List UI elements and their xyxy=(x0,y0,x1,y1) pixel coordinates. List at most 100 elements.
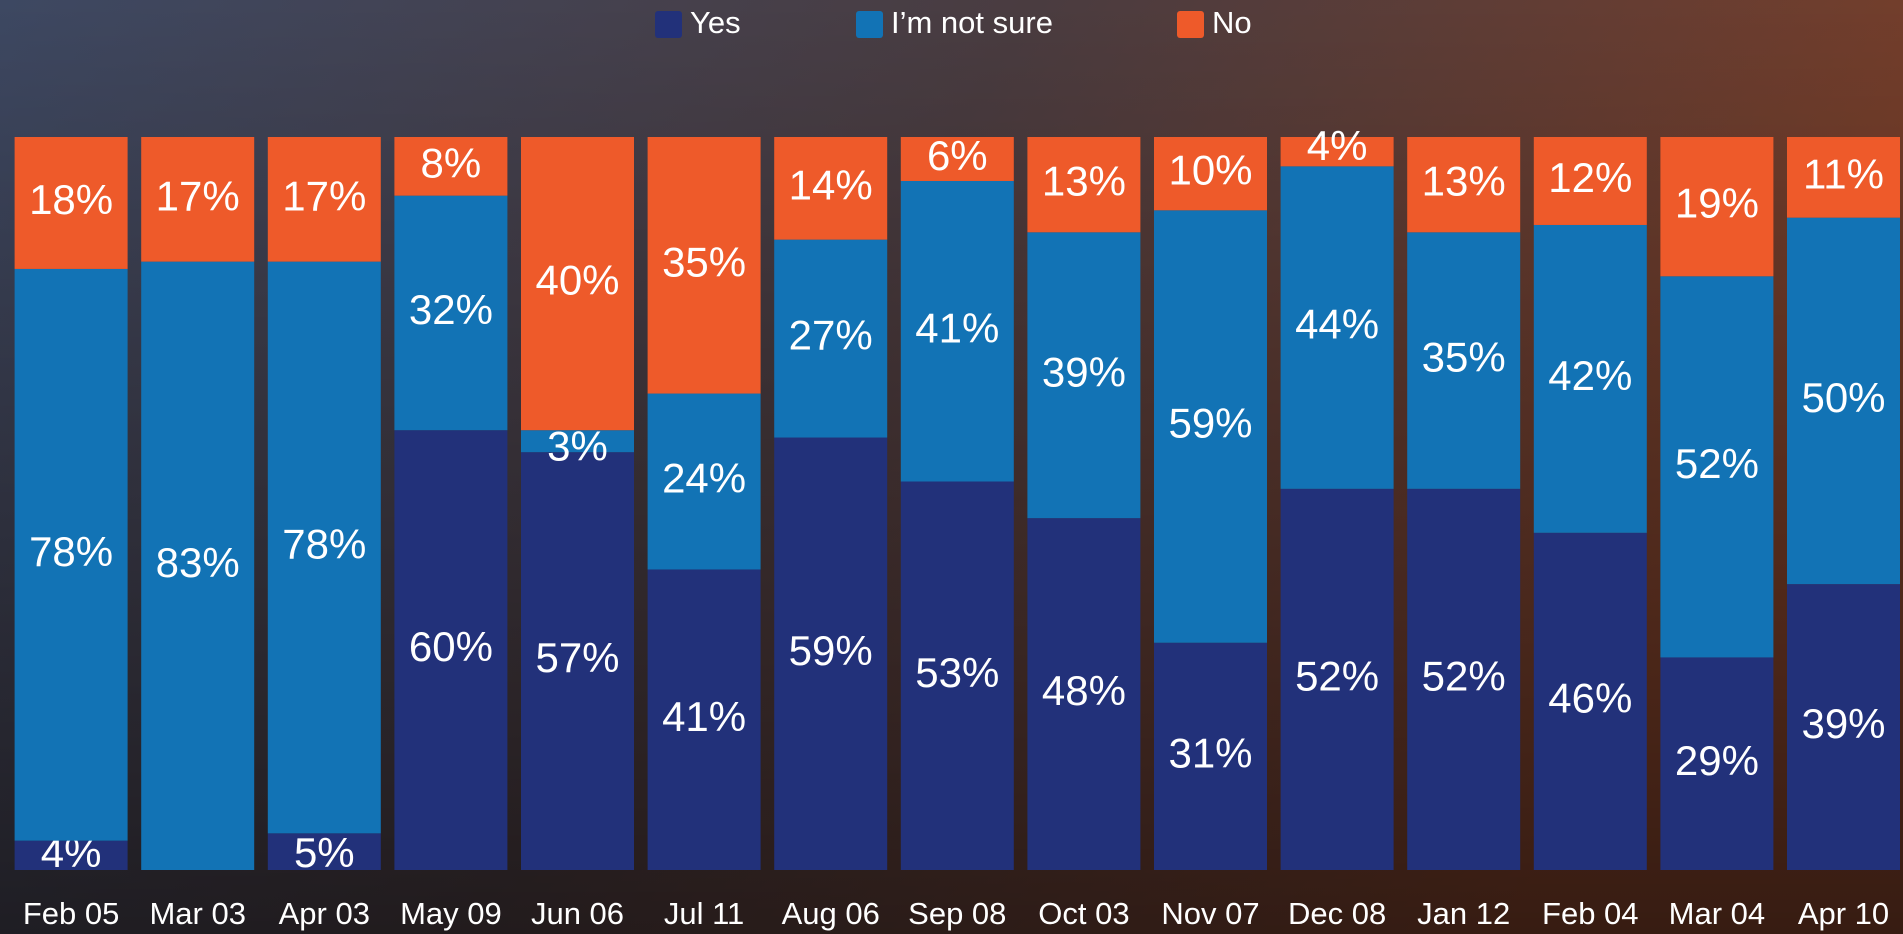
value-label: 4% xyxy=(1307,122,1368,169)
value-label: 52% xyxy=(1295,653,1379,700)
bar-segment xyxy=(1533,137,1647,225)
value-label: 78% xyxy=(29,528,113,575)
value-label: 52% xyxy=(1422,653,1506,700)
value-label: 17% xyxy=(156,172,240,219)
value-label: 52% xyxy=(1675,440,1759,487)
legend-swatch xyxy=(856,11,883,38)
bar-segment xyxy=(521,430,634,453)
bar-segment xyxy=(267,137,381,262)
bar-segment xyxy=(774,239,888,438)
value-label: 18% xyxy=(29,176,113,223)
bar-segment xyxy=(900,137,1014,181)
bar-segment xyxy=(267,833,381,870)
x-tick-label: Apr 10 xyxy=(1798,896,1889,931)
bar-segment xyxy=(1154,642,1267,870)
value-label: 35% xyxy=(1422,334,1506,381)
value-label: 31% xyxy=(1168,729,1252,776)
legend-label: Yes xyxy=(690,5,741,40)
x-tick-label: Sep 08 xyxy=(908,896,1006,931)
value-label: 78% xyxy=(282,521,366,568)
value-label: 46% xyxy=(1548,675,1632,722)
bar-segment xyxy=(14,268,128,841)
value-label: 6% xyxy=(927,132,988,179)
bar-segment xyxy=(1787,137,1900,218)
bar-segment xyxy=(141,137,255,262)
x-tick-label: Jan 12 xyxy=(1417,896,1510,931)
bar-segment xyxy=(1660,137,1774,277)
bar-segment xyxy=(1787,584,1900,870)
value-label: 44% xyxy=(1295,301,1379,348)
x-tick-label: May 09 xyxy=(400,896,502,931)
bar-segment xyxy=(1027,232,1141,519)
value-label: 41% xyxy=(915,304,999,351)
x-tick-label: Apr 03 xyxy=(279,896,370,931)
bar-segment xyxy=(1280,488,1394,870)
value-label: 5% xyxy=(294,829,355,876)
bar-segment xyxy=(900,481,1014,870)
value-label: 40% xyxy=(535,257,619,304)
bar-segment xyxy=(900,180,1014,482)
bar-segment xyxy=(1027,518,1141,870)
value-label: 29% xyxy=(1675,737,1759,784)
bar-segment xyxy=(521,452,634,870)
value-label: 57% xyxy=(535,634,619,681)
bar-segment xyxy=(267,261,381,834)
value-label: 32% xyxy=(409,286,493,333)
bar-segment xyxy=(394,430,508,870)
legend-swatch xyxy=(655,11,682,38)
x-tick-label: Aug 06 xyxy=(782,896,880,931)
bar-segment xyxy=(141,261,255,870)
value-label: 13% xyxy=(1042,158,1126,205)
bar-segment xyxy=(14,137,128,269)
value-label: 10% xyxy=(1168,147,1252,194)
value-label: 27% xyxy=(789,312,873,359)
bar-segment xyxy=(647,569,761,870)
x-tick-label: Jun 06 xyxy=(531,896,624,931)
bar-segment xyxy=(1407,137,1521,233)
bar-segment xyxy=(1407,488,1521,870)
value-label: 48% xyxy=(1042,667,1126,714)
x-tick-label: Dec 08 xyxy=(1288,896,1386,931)
x-tick-label: Jul 11 xyxy=(664,896,744,931)
value-label: 53% xyxy=(915,649,999,696)
value-label: 8% xyxy=(421,139,482,186)
value-label: 50% xyxy=(1801,374,1885,421)
value-label: 35% xyxy=(662,238,746,285)
bar-segment xyxy=(1533,532,1647,870)
value-label: 13% xyxy=(1422,158,1506,205)
bar-segment xyxy=(647,393,761,570)
bar-segment xyxy=(647,137,761,394)
value-label: 11% xyxy=(1803,150,1884,197)
x-tick-label: Feb 05 xyxy=(23,896,120,931)
bar-segment xyxy=(1787,217,1900,585)
bar-segment xyxy=(1027,137,1141,233)
bar-segment xyxy=(1660,276,1774,658)
x-tick-label: Oct 03 xyxy=(1038,896,1129,931)
bar-segment xyxy=(1154,210,1267,643)
bar-segment xyxy=(774,437,888,870)
legend-swatch xyxy=(1177,11,1204,38)
x-tick-label: Mar 04 xyxy=(1669,896,1765,931)
bar-segment xyxy=(1407,232,1521,489)
x-tick-label: Feb 04 xyxy=(1542,896,1639,931)
legend-label: I’m not sure xyxy=(891,5,1053,40)
value-label: 60% xyxy=(409,623,493,670)
value-label: 59% xyxy=(1168,400,1252,447)
bar-segment xyxy=(1660,657,1774,870)
value-label: 19% xyxy=(1675,180,1759,227)
bar-segment xyxy=(1280,166,1394,489)
value-label: 83% xyxy=(156,539,240,586)
value-label: 39% xyxy=(1042,348,1126,395)
value-label: 17% xyxy=(282,172,366,219)
bar-segment xyxy=(1154,137,1267,211)
value-label: 24% xyxy=(662,455,746,502)
value-label: 41% xyxy=(662,693,746,740)
bar-segment xyxy=(1533,224,1647,533)
value-label: 42% xyxy=(1548,352,1632,399)
bar-segment xyxy=(394,137,508,196)
legend-label: No xyxy=(1212,5,1252,40)
value-label: 59% xyxy=(789,627,873,674)
bar-segment xyxy=(774,137,888,240)
bar-segment xyxy=(394,195,508,431)
